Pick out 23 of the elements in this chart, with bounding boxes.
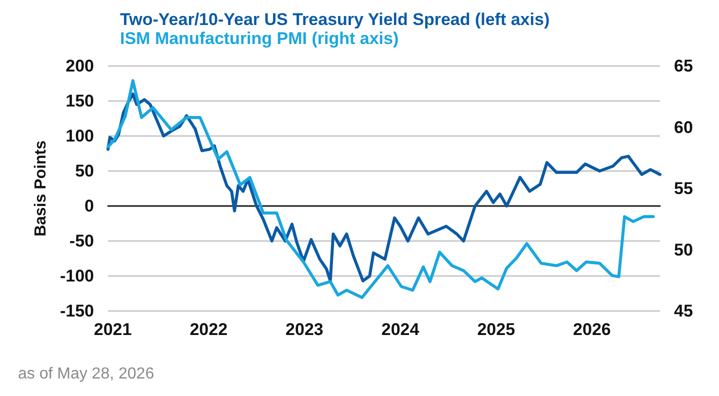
x-tick-label: 2021 bbox=[94, 320, 132, 339]
y2-tick-label: 65 bbox=[674, 56, 693, 76]
text: Two-Year/10-Year US Treasury Yield Spread (left axis) bbox=[120, 10, 550, 29]
x-tick-label: 2022 bbox=[190, 320, 228, 339]
y2-tick-label: 50 bbox=[674, 240, 693, 260]
y-tick-label: -150 bbox=[60, 302, 94, 320]
x-tick-label: 2024 bbox=[381, 320, 420, 339]
text: as of May 28, 2026 bbox=[18, 366, 154, 382]
y-tick-label: 100 bbox=[66, 126, 94, 146]
y-tick-label: 50 bbox=[75, 162, 94, 180]
y-axis-title: Basis Points bbox=[32, 140, 50, 237]
text: ISM Manufacturing PMI (right axis) bbox=[120, 29, 399, 48]
y2-tick-label: 45 bbox=[674, 302, 693, 320]
x-tick-label: 2026 bbox=[573, 320, 611, 339]
y2-tick-label: 60 bbox=[674, 118, 693, 137]
y-tick-label: -100 bbox=[60, 266, 94, 286]
x-tick-label: 2023 bbox=[286, 320, 324, 339]
y2-tick-label: 55 bbox=[674, 179, 693, 198]
y-tick-label: 200 bbox=[66, 56, 94, 76]
x-tick-label: 2025 bbox=[477, 320, 516, 339]
y-tick-label: 0 bbox=[84, 196, 94, 216]
y-tick-label: -50 bbox=[69, 232, 94, 250]
y-tick-label: 150 bbox=[66, 92, 94, 110]
